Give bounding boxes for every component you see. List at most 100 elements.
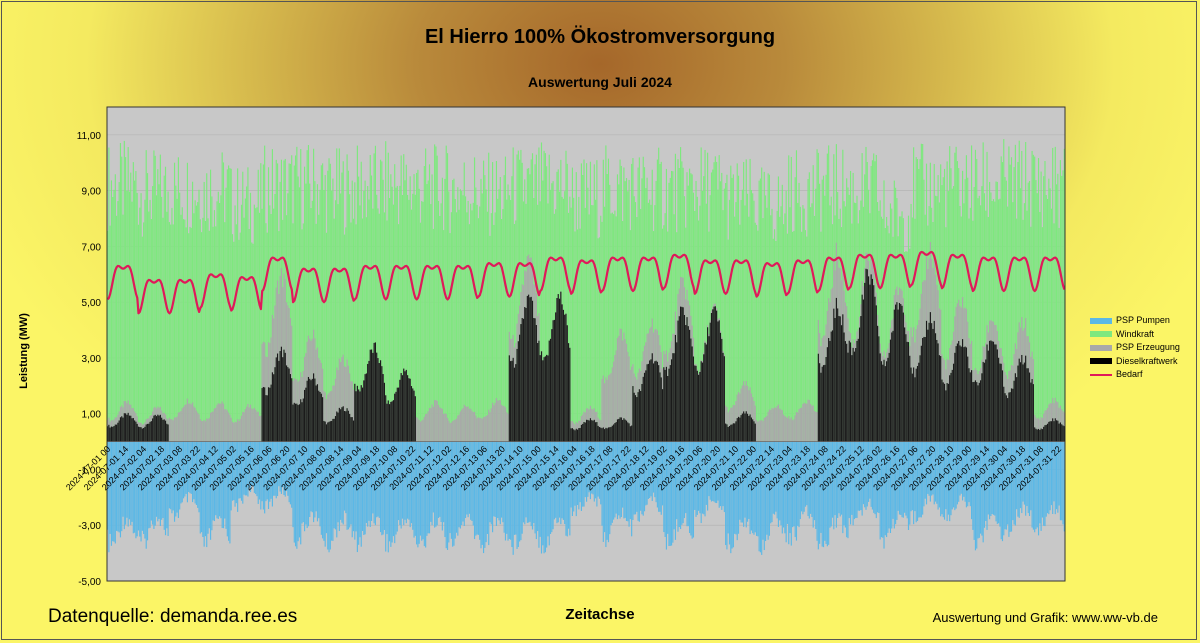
dieselkraftwerk-bar — [398, 387, 400, 442]
dieselkraftwerk-bar — [748, 415, 750, 442]
dieselkraftwerk-bar — [404, 371, 406, 442]
dieselkraftwerk-bar — [873, 285, 875, 442]
psp-pumpen-bar — [586, 441, 588, 502]
psp-pumpen-bar — [220, 441, 222, 519]
psp-pumpen-bar — [813, 441, 816, 521]
dieselkraftwerk-bar — [623, 418, 625, 442]
windkraft-bar — [201, 232, 203, 442]
dieselkraftwerk-bar — [535, 325, 537, 442]
dieselkraftwerk-bar — [534, 318, 536, 442]
psp-pumpen-bar — [874, 441, 876, 515]
psp-pumpen-bar — [961, 441, 964, 501]
windkraft-bar — [401, 195, 404, 442]
psp-pumpen-bar — [607, 441, 610, 543]
psp-pumpen-bar — [728, 441, 731, 545]
psp-pumpen-bar — [256, 441, 258, 497]
psp-pumpen-bar — [638, 441, 640, 522]
dieselkraftwerk-bar — [567, 343, 570, 442]
legend-item-bedarf: Bedarf — [1090, 368, 1180, 382]
psp-erzeugung-bar — [194, 407, 196, 442]
psp-erzeugung-bar — [601, 378, 603, 442]
psp-pumpen-bar — [135, 441, 137, 539]
psp-erzeugung-bar — [808, 400, 810, 442]
windkraft-bar — [761, 167, 763, 442]
dieselkraftwerk-bar — [895, 304, 897, 442]
dieselkraftwerk-bar — [726, 424, 728, 442]
psp-erzeugung-bar — [190, 404, 192, 442]
dieselkraftwerk-bar — [510, 361, 512, 442]
psp-pumpen-bar — [824, 441, 826, 541]
windkraft-bar — [136, 192, 138, 442]
windkraft-bar — [661, 228, 664, 442]
windkraft-bar — [439, 215, 441, 442]
dieselkraftwerk-bar — [929, 312, 931, 442]
windkraft-bar — [345, 227, 347, 442]
windkraft-bar — [974, 149, 977, 442]
psp-pumpen-bar — [267, 441, 270, 510]
windkraft-bar — [199, 219, 201, 442]
psp-pumpen-bar — [427, 441, 429, 534]
dieselkraftwerk-bar — [576, 429, 579, 442]
psp-pumpen-bar — [412, 441, 414, 530]
psp-pumpen-bar — [768, 441, 770, 536]
windkraft-bar — [132, 162, 134, 442]
windkraft-bar — [1000, 156, 1002, 442]
dieselkraftwerk-bar — [822, 365, 825, 442]
psp-pumpen-bar — [519, 441, 521, 542]
windkraft-bar — [376, 194, 378, 442]
dieselkraftwerk-bar — [345, 411, 347, 442]
dieselkraftwerk-bar — [956, 343, 958, 442]
psp-pumpen-bar — [1049, 441, 1051, 511]
windkraft-bar — [495, 160, 498, 442]
legend-swatch — [1090, 331, 1112, 338]
dieselkraftwerk-bar — [516, 348, 518, 442]
psp-pumpen-bar — [428, 441, 431, 534]
windkraft-bar — [179, 192, 181, 442]
psp-pumpen-bar — [971, 441, 973, 520]
windkraft-bar — [184, 219, 186, 442]
psp-pumpen-bar — [696, 441, 698, 515]
psp-erzeugung-bar — [428, 407, 431, 442]
dieselkraftwerk-bar — [951, 369, 953, 442]
psp-pumpen-bar — [613, 441, 615, 520]
psp-pumpen-bar — [651, 441, 653, 501]
psp-pumpen-bar — [360, 441, 362, 547]
dieselkraftwerk-bar — [1019, 362, 1022, 442]
psp-erzeugung-bar — [480, 417, 482, 442]
windkraft-bar — [334, 200, 337, 442]
psp-pumpen-bar — [305, 441, 307, 525]
windkraft-bar — [269, 205, 271, 442]
windkraft-bar — [432, 228, 434, 442]
psp-pumpen-bar — [176, 441, 178, 513]
psp-erzeugung-bar — [351, 381, 353, 442]
windkraft-bar — [613, 214, 615, 442]
psp-pumpen-bar — [341, 441, 343, 523]
psp-pumpen-bar — [421, 441, 423, 541]
dieselkraftwerk-bar — [985, 359, 987, 442]
psp-pumpen-bar — [655, 441, 657, 503]
psp-pumpen-bar — [1048, 441, 1050, 515]
windkraft-bar — [337, 204, 339, 442]
windkraft-bar — [629, 230, 631, 442]
dieselkraftwerk-bar — [387, 400, 389, 442]
windkraft-bar — [173, 162, 176, 442]
windkraft-bar — [880, 216, 883, 442]
psp-erzeugung-bar — [172, 420, 174, 442]
dieselkraftwerk-bar — [976, 382, 978, 442]
psp-pumpen-bar — [548, 441, 550, 546]
psp-pumpen-bar — [251, 441, 253, 486]
windkraft-bar — [137, 224, 140, 442]
windkraft-bar — [480, 178, 482, 442]
dieselkraftwerk-bar — [609, 427, 611, 442]
dieselkraftwerk-bar — [716, 310, 718, 442]
dieselkraftwerk-bar — [593, 419, 595, 442]
dieselkraftwerk-bar — [601, 428, 603, 442]
psp-pumpen-bar — [258, 441, 261, 500]
psp-pumpen-bar — [504, 441, 507, 541]
psp-erzeugung-bar — [785, 416, 787, 442]
windkraft-bar — [772, 238, 774, 442]
psp-pumpen-bar — [208, 441, 210, 529]
dieselkraftwerk-bar — [158, 415, 160, 442]
psp-erzeugung-bar — [333, 385, 335, 442]
